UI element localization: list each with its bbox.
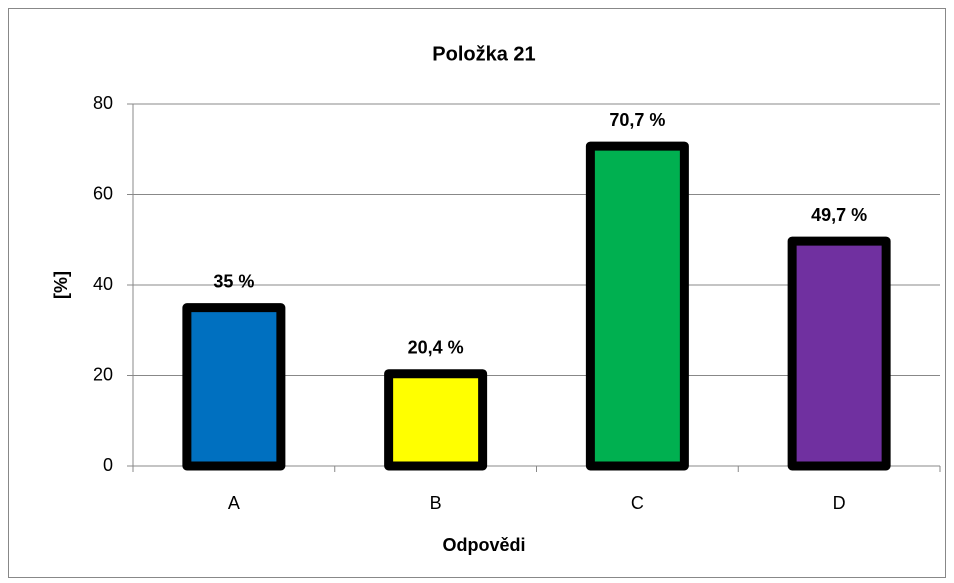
data-label: 35 % <box>213 271 254 291</box>
bar <box>585 141 689 471</box>
y-tick-label: 40 <box>93 274 113 294</box>
data-label: 70,7 % <box>609 110 665 130</box>
x-tick-label: C <box>631 493 644 513</box>
bar <box>787 236 891 471</box>
y-tick-label: 60 <box>93 183 113 203</box>
y-axis-label: [%] <box>51 271 71 299</box>
data-label: 49,7 % <box>811 205 867 225</box>
x-axis-label: Odpovědi <box>442 535 525 555</box>
data-label: 20,4 % <box>408 337 464 357</box>
y-tick-label: 0 <box>103 455 113 475</box>
y-tick-label: 20 <box>93 364 113 384</box>
x-tick-label: B <box>430 493 442 513</box>
bar <box>182 303 286 471</box>
x-tick-label: D <box>833 493 846 513</box>
x-tick-label: A <box>228 493 240 513</box>
chart-title: Položka 21 <box>432 43 535 65</box>
bar <box>384 369 488 471</box>
y-tick-label: 80 <box>93 93 113 113</box>
